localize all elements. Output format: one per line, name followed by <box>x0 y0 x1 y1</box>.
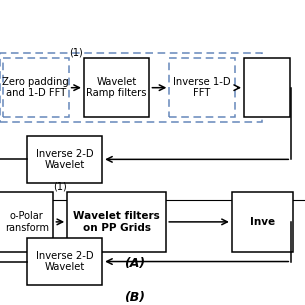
Text: Inverse 2-D
Wavelet: Inverse 2-D Wavelet <box>36 149 94 170</box>
FancyBboxPatch shape <box>232 192 293 252</box>
Text: Inve: Inve <box>250 217 275 227</box>
FancyBboxPatch shape <box>244 58 290 117</box>
FancyBboxPatch shape <box>84 58 149 117</box>
Text: Inverse 1-D
FFT: Inverse 1-D FFT <box>173 77 231 99</box>
FancyBboxPatch shape <box>0 53 262 122</box>
FancyBboxPatch shape <box>27 238 102 285</box>
Text: Wavelet filters
on PP Grids: Wavelet filters on PP Grids <box>73 211 160 233</box>
FancyBboxPatch shape <box>27 136 102 183</box>
FancyBboxPatch shape <box>169 58 235 117</box>
Text: (1): (1) <box>69 47 82 57</box>
Text: (1): (1) <box>53 181 67 192</box>
Text: (A): (A) <box>124 257 145 270</box>
Text: (B): (B) <box>124 291 145 304</box>
FancyBboxPatch shape <box>0 192 53 252</box>
FancyBboxPatch shape <box>3 58 69 117</box>
Text: o-Polar
ransform: o-Polar ransform <box>5 211 49 233</box>
Text: Inverse 2-D
Wavelet: Inverse 2-D Wavelet <box>36 251 94 272</box>
Text: Wavelet
Ramp filters: Wavelet Ramp filters <box>86 77 147 99</box>
Text: Zero padding
and 1-D FFT: Zero padding and 1-D FFT <box>2 77 69 99</box>
FancyBboxPatch shape <box>67 192 166 252</box>
